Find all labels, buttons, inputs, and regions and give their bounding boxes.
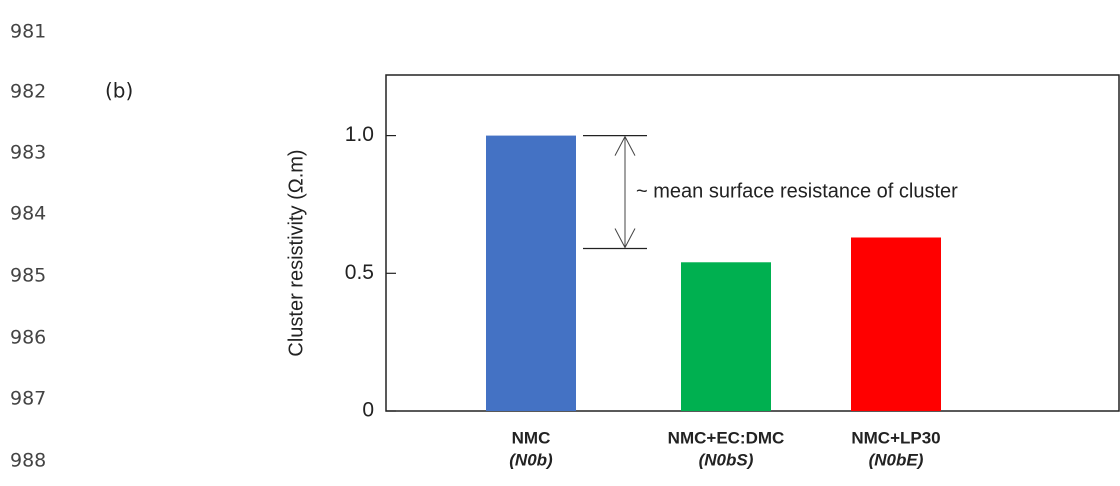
line-number: 981 [10,21,46,43]
y-axis-label: Cluster resistivity (Ω.m) [285,149,307,356]
x-tick-sublabel: (N0b) [509,450,553,469]
arrow-head [614,135,636,249]
x-tick-label: NMC+EC:DMC [668,428,785,447]
bar [486,135,576,412]
line-number: 984 [10,203,46,225]
x-tick-label: NMC+LP30 [851,428,940,447]
line-number: 983 [10,142,46,164]
y-tick-label: 1.0 [345,123,374,146]
line-number: 987 [10,388,46,410]
x-tick-label: NMC [512,428,551,447]
bar [851,237,941,411]
line-number: 982 [10,81,46,103]
x-tick-sublabel: (N0bE) [869,450,924,469]
bar [681,262,771,411]
annotation-text: ~ mean surface resistance of cluster [636,180,958,202]
y-tick-label: 0.5 [345,261,374,284]
line-number: 985 [10,265,46,287]
line-number: 988 [10,450,46,472]
line-number: 986 [10,327,46,349]
x-tick-sublabel: (N0bS) [699,450,754,469]
y-tick-label: 0 [362,399,374,422]
panel-label: (b) [105,79,133,103]
